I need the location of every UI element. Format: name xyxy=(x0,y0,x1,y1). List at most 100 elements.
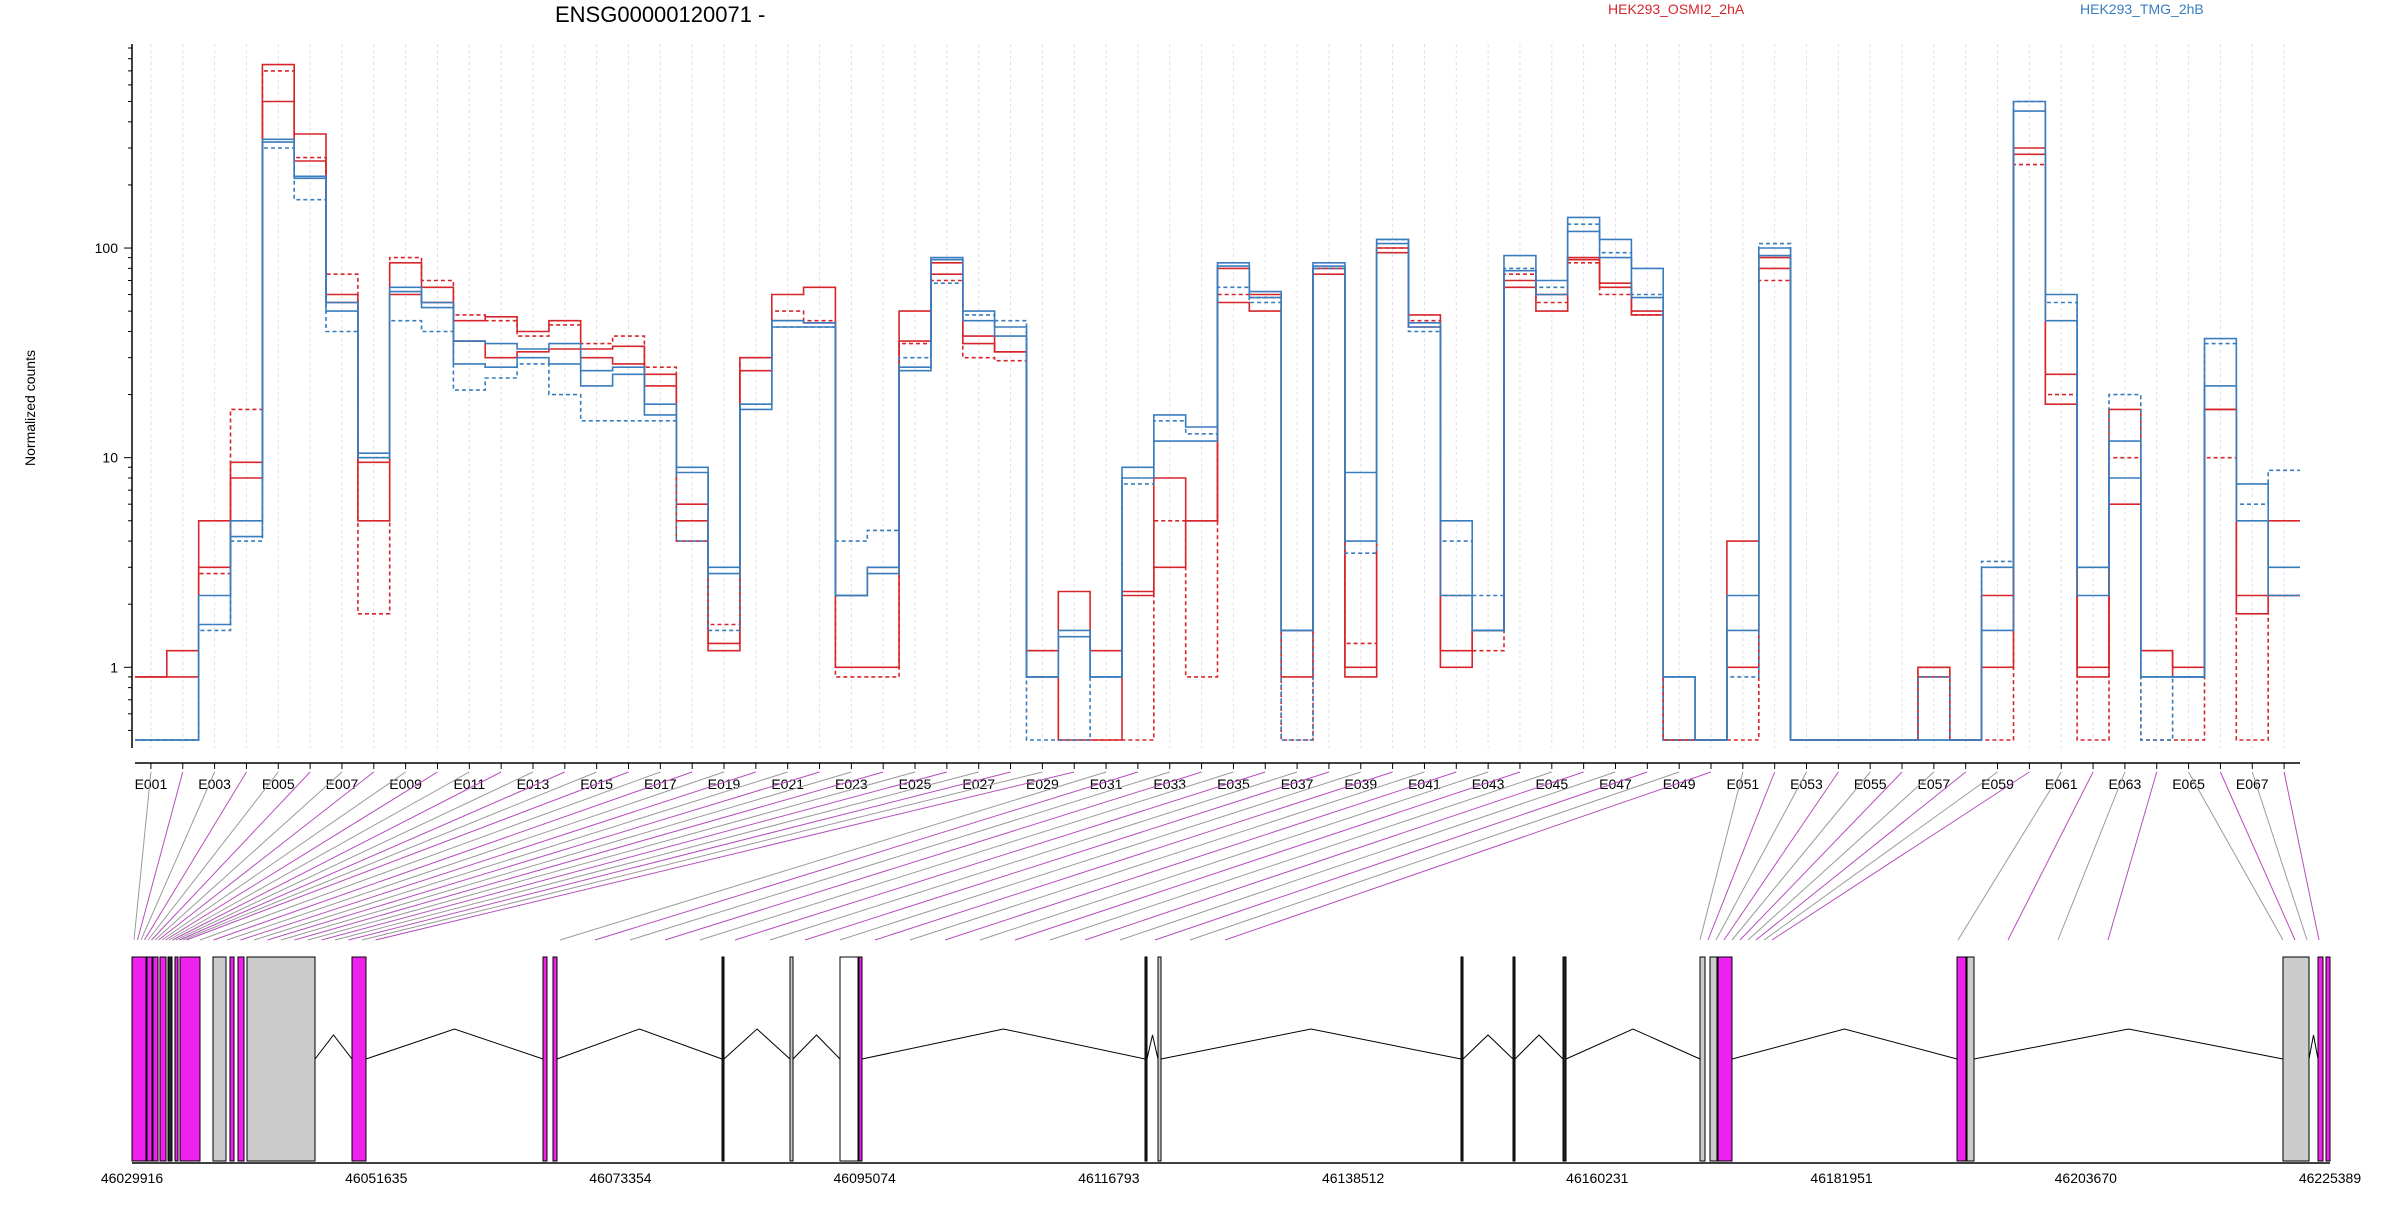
exon-connector xyxy=(1957,771,2062,941)
exon-block xyxy=(1512,956,1516,1162)
exon-connector xyxy=(168,771,470,941)
exon-block xyxy=(1144,956,1148,1162)
exon-block xyxy=(174,956,179,1162)
exon-block xyxy=(237,956,245,1162)
intron-line xyxy=(314,1034,353,1060)
series-line-5 xyxy=(135,110,2300,741)
exon-connector xyxy=(1119,771,1616,941)
exon-connector xyxy=(2107,771,2158,941)
exon-connector xyxy=(1755,771,1967,941)
exon-connector xyxy=(144,771,247,941)
exon-block xyxy=(2317,956,2324,1162)
x-tick-label: E057 xyxy=(1918,776,1951,792)
exon-connector xyxy=(1715,771,1807,941)
x-tick-label: E065 xyxy=(2172,776,2205,792)
exon-connector xyxy=(375,771,1075,941)
coordinate-label: 46138512 xyxy=(1322,1170,1385,1186)
exon-connector xyxy=(1224,771,1712,941)
coordinate-label: 46225389 xyxy=(2299,1170,2362,1186)
exon-connector xyxy=(734,771,1266,941)
x-tick-label: E011 xyxy=(453,776,485,792)
intron-line xyxy=(1160,1028,1462,1060)
x-tick-label: E005 xyxy=(262,776,295,792)
exon-connector xyxy=(151,771,311,941)
intron-line xyxy=(792,1034,841,1060)
exon-connector xyxy=(2283,771,2320,941)
exon-connector xyxy=(186,771,629,941)
exon-connector xyxy=(213,771,693,941)
exon-connector xyxy=(1699,771,1744,941)
exon-block xyxy=(152,956,159,1162)
exon-connector xyxy=(2188,771,2284,941)
exon-connector xyxy=(629,771,1170,941)
coordinate-label: 46116793 xyxy=(1078,1170,1139,1186)
x-tick-label: E067 xyxy=(2236,776,2269,792)
x-tick-label: E035 xyxy=(1217,776,1250,792)
exon-block xyxy=(229,956,235,1162)
legend-entry-tmg: HEK293_TMG_2hB xyxy=(2080,1,2204,17)
exon-connector xyxy=(769,771,1298,941)
exon-block xyxy=(2282,956,2310,1162)
exon-block xyxy=(246,956,316,1162)
exon-connector xyxy=(1707,771,1776,941)
x-tick-label: E029 xyxy=(1026,776,1059,792)
x-tick-label: E001 xyxy=(135,776,168,792)
x-tick-label: E009 xyxy=(389,776,422,792)
x-tick-label: E023 xyxy=(835,776,868,792)
exon-connector xyxy=(267,771,820,941)
exon-connector xyxy=(1731,771,1871,941)
exon-connector xyxy=(253,771,788,941)
intron-line xyxy=(723,1028,791,1060)
exon-connector xyxy=(154,771,343,941)
coordinate-label: 46203670 xyxy=(2055,1170,2118,1186)
exon-block xyxy=(159,956,167,1162)
series-line-1 xyxy=(135,70,2300,741)
y-tick-label: 1 xyxy=(110,659,118,675)
x-tick-label: E031 xyxy=(1090,776,1123,792)
intron-line xyxy=(1146,1034,1159,1060)
exon-connector xyxy=(1084,771,1584,941)
exon-connector xyxy=(2007,771,2094,941)
exon-connector xyxy=(240,771,757,941)
intron-line xyxy=(1973,1028,2284,1060)
exon-block xyxy=(2325,956,2331,1162)
exon-block xyxy=(167,956,173,1162)
exon-block xyxy=(1157,956,1162,1162)
x-tick-label: E007 xyxy=(326,776,359,792)
exon-connector xyxy=(307,771,916,941)
intron-line xyxy=(1565,1028,1701,1060)
exon-block xyxy=(179,956,201,1162)
exon-connector xyxy=(158,771,375,941)
x-tick-label: E063 xyxy=(2109,776,2142,792)
intron-line xyxy=(1514,1034,1564,1060)
series-line-2 xyxy=(135,100,2300,741)
exon-connector xyxy=(133,771,152,941)
coordinate-label: 46073354 xyxy=(589,1170,652,1186)
exon-connector xyxy=(1049,771,1552,941)
exon-connector xyxy=(294,771,884,941)
exon-connector xyxy=(175,771,534,941)
exon-connector xyxy=(147,771,279,941)
intron-line xyxy=(1462,1034,1514,1060)
exon-block xyxy=(1562,956,1567,1162)
intron-line xyxy=(365,1028,544,1060)
intron-line xyxy=(2308,1034,2319,1060)
exon-block xyxy=(721,956,725,1162)
exon-connector xyxy=(361,771,1043,941)
exon-block xyxy=(1966,956,1975,1162)
exon-connector xyxy=(1763,771,1998,941)
exon-connector xyxy=(172,771,502,941)
y-tick-label: 100 xyxy=(95,240,119,256)
exon-connector xyxy=(909,771,1425,941)
exon-block xyxy=(552,956,558,1162)
exon-connector xyxy=(1723,771,1839,941)
exon-connector xyxy=(1014,771,1521,941)
exon-block xyxy=(1460,956,1464,1162)
legend-entry-osmi2: HEK293_OSMI2_2hA xyxy=(1608,1,1745,17)
exon-connector xyxy=(165,771,438,941)
exon-block xyxy=(146,956,153,1162)
x-tick-label: E003 xyxy=(198,776,231,792)
exon-connector xyxy=(140,771,216,941)
exon-connector xyxy=(594,771,1139,941)
